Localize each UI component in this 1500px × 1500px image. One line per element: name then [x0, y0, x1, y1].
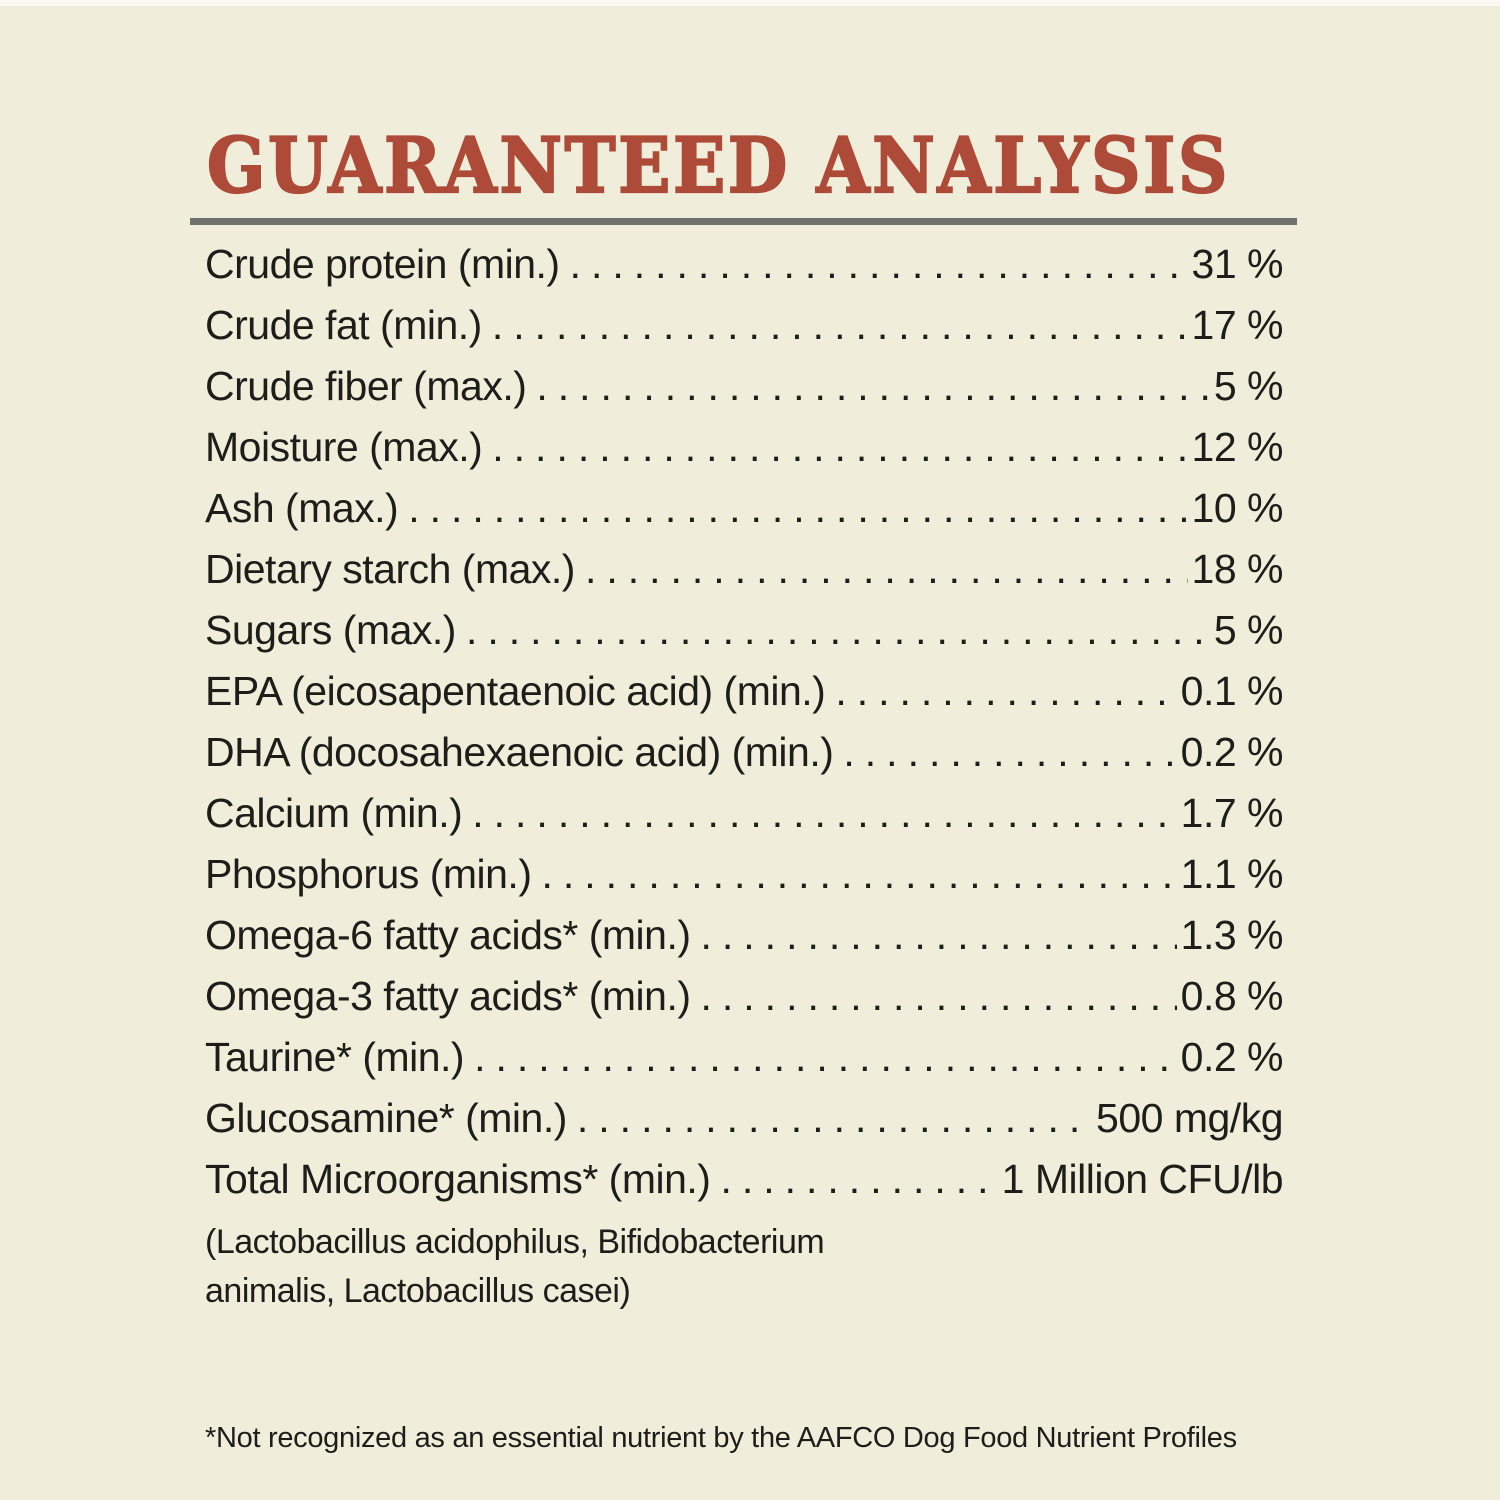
- nutrient-value: 10 %: [1191, 485, 1284, 531]
- nutrient-value: 31 %: [1191, 241, 1284, 287]
- nutrient-value: 12 %: [1191, 424, 1284, 470]
- nutrient-value: 1.1 %: [1180, 851, 1284, 897]
- analysis-row: Ash (max.) 10 %: [205, 485, 1284, 546]
- dot-leader: [474, 1034, 1177, 1081]
- nutrient-label: EPA (eicosapentaenoic acid) (min.): [205, 668, 826, 714]
- nutrient-value: 0.2 %: [1180, 729, 1284, 775]
- dot-leader: [835, 668, 1176, 715]
- nutrient-label: Omega-3 fatty acids* (min.): [205, 973, 691, 1019]
- nutrient-label: Taurine* (min.): [205, 1034, 465, 1080]
- nutrient-value: 17 %: [1191, 302, 1284, 348]
- title-divider-rule: [190, 218, 1297, 225]
- dot-leader: [577, 1095, 1092, 1142]
- analysis-row: Crude fat (min.) 17 %: [205, 302, 1284, 363]
- analysis-row: Moisture (max.) 12 %: [205, 424, 1284, 485]
- dot-leader: [466, 607, 1210, 654]
- nutrient-label: Crude protein (min.): [205, 241, 560, 287]
- analysis-row: EPA (eicosapentaenoic acid) (min.) 0.1 %: [205, 668, 1284, 729]
- panel-title: GUARANTEED ANALYSIS: [206, 121, 1231, 210]
- nutrient-label: Dietary starch (max.): [205, 546, 575, 592]
- dot-leader: [408, 485, 1187, 532]
- dot-leader: [536, 363, 1209, 410]
- analysis-row: Omega-3 fatty acids* (min.) 0.8 %: [205, 973, 1284, 1034]
- nutrient-label: Glucosamine* (min.): [205, 1095, 567, 1141]
- nutrient-value: 1.3 %: [1180, 912, 1284, 958]
- analysis-row: Crude fiber (max.) 5 %: [205, 363, 1284, 424]
- microorganism-species-note: (Lactobacillus acidophilus, Bifidobacter…: [205, 1223, 825, 1310]
- dot-leader: [701, 973, 1177, 1020]
- nutrient-label: Crude fiber (max.): [205, 363, 527, 409]
- analysis-row: Dietary starch (max.) 18 %: [205, 546, 1284, 607]
- aafco-footnote: *Not recognized as an essential nutrient…: [205, 1422, 1237, 1454]
- dot-leader: [843, 729, 1176, 776]
- top-edge-strip: [0, 0, 1500, 6]
- nutrient-value: 5 %: [1213, 607, 1284, 653]
- nutrient-label: DHA (docosahexaenoic acid) (min.): [205, 729, 834, 775]
- nutrient-label: Omega-6 fatty acids* (min.): [205, 912, 691, 958]
- nutrient-label: Ash (max.): [205, 485, 399, 531]
- analysis-row: Taurine* (min.) 0.2 %: [205, 1034, 1284, 1095]
- nutrient-value: 0.2 %: [1180, 1034, 1284, 1080]
- dot-leader: [570, 241, 1188, 288]
- nutrient-label: Sugars (max.): [205, 607, 456, 653]
- nutrient-value: 1.7 %: [1180, 790, 1284, 836]
- dot-leader: [701, 912, 1177, 959]
- nutrient-label: Crude fat (min.): [205, 302, 482, 348]
- analysis-row: Glucosamine* (min.) 500 mg/kg: [205, 1095, 1283, 1156]
- nutrient-value: 1 Million CFU/lb: [1001, 1156, 1284, 1202]
- analysis-row: Phosphorus (min.) 1.1 %: [205, 851, 1284, 912]
- analysis-table: Crude protein (min.) 31 % Crude fat (min.…: [205, 241, 1284, 1217]
- nutrient-value: 0.8 %: [1180, 973, 1284, 1019]
- nutrient-label: Phosphorus (min.): [205, 851, 532, 897]
- nutrient-label: Total Microorganisms* (min.): [205, 1156, 711, 1202]
- analysis-row: Total Microorganisms* (min.) 1 Million CF…: [205, 1156, 1284, 1217]
- analysis-row: Sugars (max.) 5 %: [205, 607, 1284, 668]
- dot-leader: [472, 790, 1176, 837]
- analysis-row: DHA (docosahexaenoic acid) (min.) 0.2 %: [205, 729, 1284, 790]
- nutrient-value: 0.1 %: [1180, 668, 1284, 714]
- nutrient-value: 18 %: [1191, 546, 1284, 592]
- dot-leader: [585, 546, 1188, 593]
- nutrient-label: Moisture (max.): [205, 424, 483, 470]
- dot-leader: [492, 424, 1187, 471]
- analysis-row: Crude protein (min.) 31 %: [205, 241, 1284, 302]
- dot-leader: [720, 1156, 997, 1203]
- analysis-row: Calcium (min.) 1.7 %: [205, 790, 1284, 851]
- dot-leader: [492, 302, 1188, 349]
- dot-leader: [541, 851, 1176, 898]
- nutrient-value: 5 %: [1213, 363, 1284, 409]
- nutrient-value: 500 mg/kg: [1096, 1095, 1283, 1141]
- analysis-row: Omega-6 fatty acids* (min.) 1.3 %: [205, 912, 1284, 973]
- nutrient-label: Calcium (min.): [205, 790, 463, 836]
